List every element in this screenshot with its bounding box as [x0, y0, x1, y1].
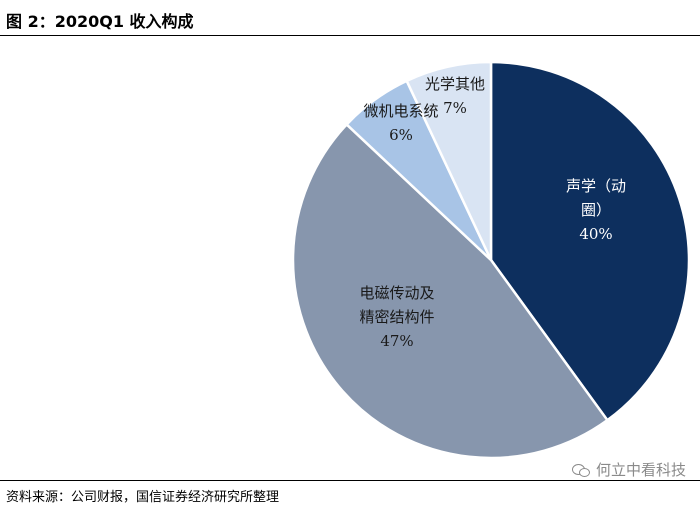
wechat-icon [571, 463, 590, 477]
slice-value-label-3: 7% [443, 99, 467, 117]
slice-category-label-1: 电磁传动及 [359, 284, 434, 302]
title-bar: 图 2：2020Q1 收入构成 [0, 0, 700, 36]
slice-value-label-2: 6% [389, 126, 413, 144]
slice-category-label-2: 微机电系统 [363, 102, 438, 120]
slice-category-label-0: 圈） [581, 201, 611, 219]
pie-slice-1 [291, 122, 610, 460]
source-note: 资料来源：公司财报，国信证券经济研究所整理 [6, 490, 280, 505]
slice-category-label-3: 光学其他 [425, 75, 485, 93]
slice-value-label-0: 40% [579, 225, 612, 243]
slice-value-label-1: 47% [380, 332, 413, 350]
pie-slice-0 [489, 60, 691, 422]
pie-chart: 声学（动圈） 40% 电磁传动及精密结构件 47% 微机电系统 6% 光学其他 7% [0, 37, 700, 477]
source-bar: 资料来源：公司财报，国信证券经济研究所整理 [0, 480, 700, 505]
slice-category-label-1: 精密结构件 [359, 308, 434, 326]
watermark-text: 何立中看科技 [595, 461, 686, 479]
slice-category-label-0: 声学（动 [566, 177, 626, 195]
watermark: 何立中看科技 [571, 459, 686, 480]
pie-slice-3 [405, 60, 493, 261]
figure-title: 图 2：2020Q1 收入构成 [6, 12, 194, 31]
